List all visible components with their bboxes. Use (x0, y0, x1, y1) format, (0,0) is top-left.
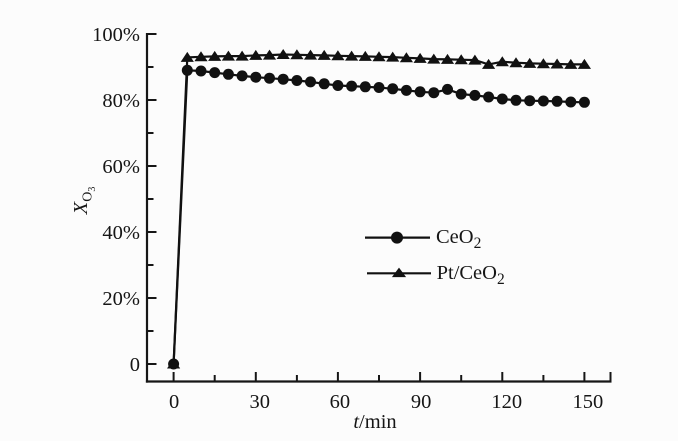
svg-text:60%: 60% (102, 156, 140, 178)
svg-text:60: 60 (330, 391, 351, 413)
svg-text:Pt/CeO2: Pt/CeO2 (437, 262, 505, 288)
svg-text:40%: 40% (102, 222, 140, 244)
svg-text:120: 120 (491, 391, 522, 413)
svg-text:20%: 20% (102, 288, 140, 310)
svg-text:30: 30 (250, 391, 271, 413)
svg-text:XO3: XO3 (70, 187, 98, 216)
svg-text:t/min: t/min (353, 411, 396, 433)
svg-text:0: 0 (130, 354, 140, 376)
svg-text:150: 150 (573, 391, 604, 413)
svg-text:80%: 80% (102, 90, 140, 112)
svg-text:90: 90 (411, 391, 432, 413)
svg-text:0: 0 (169, 391, 179, 413)
svg-text:100%: 100% (92, 24, 140, 46)
svg-text:CeO2: CeO2 (436, 226, 481, 252)
